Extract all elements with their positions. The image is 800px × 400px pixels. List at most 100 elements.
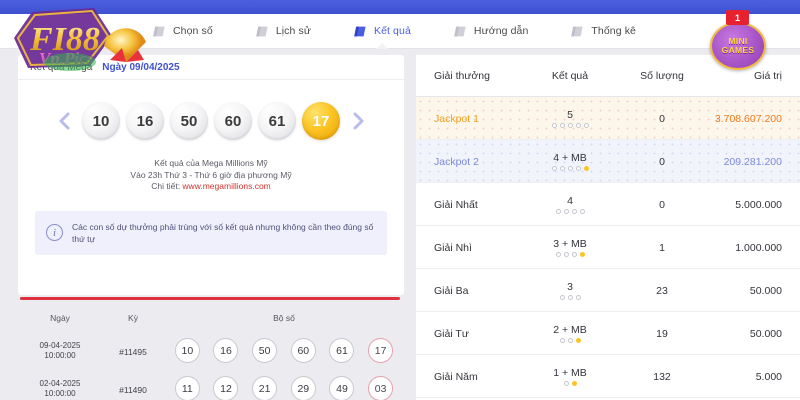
number-dot — [575, 294, 581, 300]
prize-result-label: 1 + MB — [553, 366, 587, 379]
description-line-2: Vào 23h Thứ 3 - Thứ 6 giờ địa phương Mỹ — [130, 169, 292, 180]
prize-cell-quantity: 1 — [620, 238, 704, 256]
number-dot — [567, 337, 573, 343]
history-table-header: Ngày Kỳ Bộ số — [18, 305, 404, 331]
result-card-header: Kết quả Mega Ngày 09/04/2025 — [18, 55, 404, 80]
mini-games-label-line1: MINI — [728, 35, 748, 46]
prize-cell-result: 1 + MB — [520, 367, 620, 386]
prize-cell-name: Giải Tư — [416, 324, 520, 342]
prize-cell-name: Jackpot 1 — [416, 109, 520, 127]
prize-cell-result: 4 — [520, 195, 620, 214]
history-ball: 49 — [329, 376, 355, 400]
prize-col-value: Giá trị — [753, 69, 782, 82]
result-balls-row: 10 16 50 60 61 17 — [18, 80, 404, 158]
prize-result-label: 3 — [567, 280, 573, 293]
result-ball: 16 — [126, 102, 164, 140]
history-ball: 50 — [252, 338, 278, 363]
history-ball: 21 — [252, 376, 278, 400]
nav-item-list: Chọn số Lịch sử Kết quả Hướng dẫn Thống kê — [152, 25, 678, 37]
prize-cell-quantity: 132 — [620, 367, 704, 385]
nav-tab-2[interactable]: Lịch sử — [255, 25, 311, 37]
history-cell-date: 02-04-2025 10:00:00 — [18, 379, 102, 399]
prize-cell-name: Jackpot 2 — [416, 152, 520, 170]
mini-games-button[interactable]: 1 MINI GAMES — [707, 10, 769, 72]
result-ball: 61 — [258, 102, 296, 140]
prize-name: Giải Nhì — [434, 242, 472, 254]
number-dot — [579, 208, 585, 214]
tag-icon — [255, 26, 269, 37]
history-cell-draw: #11495 — [102, 342, 164, 360]
prize-cell-result: 3 + MB — [520, 238, 620, 257]
prize-cell-result: 2 + MB — [520, 324, 620, 343]
notice-text: Các con số dự thưởng phải trùng với số k… — [72, 221, 374, 244]
nav-tab-label: Lịch sử — [275, 25, 311, 37]
prize-cell-value: 3.708.607.200 — [704, 109, 800, 127]
prize-cell-quantity: 19 — [620, 324, 704, 342]
prize-cell-result: 5 — [520, 109, 620, 128]
mini-games-circle: MINI GAMES — [710, 22, 766, 70]
tag-icon — [570, 26, 584, 37]
prize-cell-name: Giải Ba — [416, 281, 520, 299]
nav-tab-label: Thống kê — [591, 25, 636, 37]
history-cell-draw: #11490 — [102, 380, 164, 398]
prize-result-dots — [520, 208, 620, 214]
prize-result-label: 4 — [567, 194, 573, 207]
prize-name: Giải Tư — [434, 328, 469, 340]
prize-result-label: 5 — [567, 108, 573, 121]
number-dot — [559, 165, 565, 171]
history-col-date: Ngày — [50, 313, 70, 323]
prize-col-result: Kết quả — [551, 69, 589, 82]
history-col-numbers: Bộ số — [273, 313, 295, 323]
history-cell-date: 09-04-2025 10:00:00 — [18, 341, 102, 361]
number-dot — [567, 294, 573, 300]
megamillions-link[interactable]: www.megamillions.com — [182, 181, 271, 191]
result-card-date: Ngày 09/04/2025 — [102, 61, 180, 73]
prize-result-dots — [520, 294, 620, 300]
prize-result-dots — [520, 251, 620, 257]
history-date-line2: 10:00:00 — [44, 350, 76, 360]
result-ball: 60 — [214, 102, 252, 140]
prize-quantity: 23 — [656, 285, 668, 297]
result-ball: 10 — [82, 102, 120, 140]
nav-tab-5[interactable]: Thống kê — [570, 25, 636, 37]
prize-col-name: Giải thưởng — [434, 69, 490, 82]
mini-games-badge-count: 1 — [726, 10, 749, 25]
nav-tab-label: Hướng dẫn — [473, 25, 529, 37]
mini-games-label-line2: GAMES — [721, 45, 755, 55]
result-card: Kết quả Mega Ngày 09/04/2025 10 16 50 60 61 1… — [18, 55, 404, 295]
prize-quantity: 132 — [653, 371, 671, 383]
number-dot — [555, 251, 561, 257]
nav-divider — [0, 48, 800, 49]
number-dot — [559, 294, 565, 300]
result-ball: 50 — [170, 102, 208, 140]
section-divider-red — [20, 297, 400, 300]
chevron-right-icon[interactable] — [348, 106, 368, 136]
number-dot — [567, 165, 573, 171]
number-dot — [555, 208, 561, 214]
prize-col-quantity: Số lượng — [640, 69, 684, 82]
prize-cell-quantity: 0 — [620, 152, 704, 170]
prize-value: 5.000.000 — [735, 199, 782, 211]
megaball-dot — [583, 165, 589, 171]
prize-name: Giải Ba — [434, 285, 469, 297]
prize-result-label: 3 + MB — [553, 237, 587, 250]
tag-icon — [453, 26, 467, 37]
number-dot — [551, 165, 557, 171]
table-row[interactable]: 09-04-2025 10:00:00 #11495 10 16 50 60 61 17 — [18, 331, 404, 369]
description-line-1: Kết quả của Mega Millions Mỹ — [154, 158, 268, 168]
nav-tab-3[interactable]: Kết quả — [353, 25, 411, 37]
nav-tab-1[interactable]: Chọn số — [152, 25, 213, 37]
number-dot — [571, 208, 577, 214]
prize-cell-value: 1.000.000 — [704, 238, 800, 256]
prize-cell-result: 3 — [520, 281, 620, 300]
prize-value: 5.000 — [755, 371, 782, 383]
nav-tab-4[interactable]: Hướng dẫn — [453, 25, 529, 37]
prize-row: Giải Ba 3 23 50.000 — [416, 269, 800, 312]
prize-result-dots — [520, 122, 620, 128]
prize-value: 50.000 — [749, 328, 782, 340]
history-date-line1: 09-04-2025 — [39, 340, 81, 350]
chevron-left-icon[interactable] — [54, 106, 74, 136]
history-cell-numbers: 11 12 21 29 49 03 — [164, 376, 404, 400]
number-dot — [563, 251, 569, 257]
table-row[interactable]: 02-04-2025 10:00:00 #11490 11 12 21 29 49 03 — [18, 369, 404, 400]
